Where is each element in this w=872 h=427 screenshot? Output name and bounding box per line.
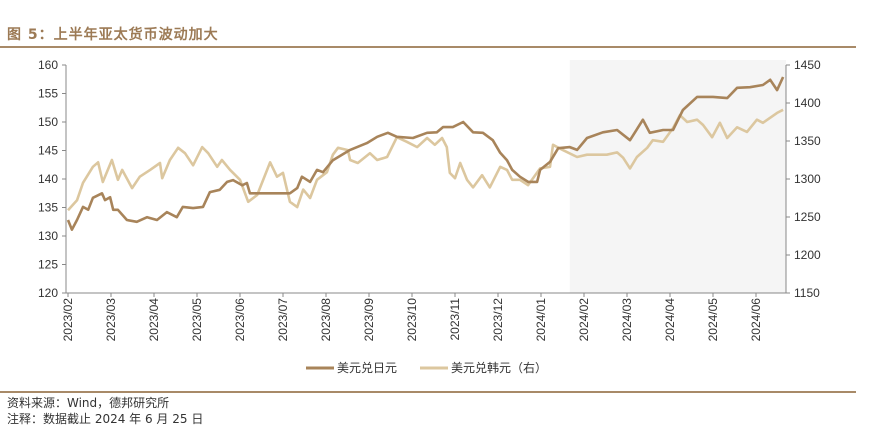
x-tick-label: 2023/06 [233,298,247,342]
right-tick-label: 1250 [794,210,821,224]
source-note: 资料来源：Wind，德邦研究所 [7,396,170,410]
highlight-region [569,60,786,293]
left-tick-label: 120 [38,286,58,300]
x-tick-label: 2023/03 [104,298,118,342]
exchange-rate-chart: 120 125 130 135 140 145 150 155 160 1150 1200 1250 1… [38,58,821,375]
left-tick-label: 130 [38,229,58,243]
x-tick-label: 2024/06 [749,298,763,342]
series-line-usdkrw [67,108,784,212]
x-tick-label: 2023/08 [319,298,333,342]
series-line-usdjpy [66,76,785,231]
x-tick-label: 2023/05 [190,298,204,342]
right-tick-label: 1400 [794,96,821,110]
x-tick-label: 2023/02 [61,298,75,342]
right-tick-label: 1450 [794,58,821,72]
left-tick-label: 145 [38,144,58,158]
left-tick-label: 160 [38,58,58,72]
left-tick-label: 150 [38,115,58,129]
x-tick-label: 2023/09 [362,298,376,342]
legend-label: 美元兑日元 [337,361,397,375]
x-tick-label: 2023/04 [147,298,161,342]
title-divider [0,46,856,48]
x-tick-label: 2024/05 [706,298,720,342]
x-tick-label: 2023/10 [405,298,419,342]
x-tick-label: 2024/01 [534,298,548,342]
left-tick-label: 125 [38,258,58,272]
x-tick-label: 2023/12 [491,298,505,342]
left-tick-label: 140 [38,172,58,186]
right-tick-label: 1300 [794,172,821,186]
x-tick-label: 2023/07 [276,298,290,342]
x-tick-label: 2024/04 [663,298,677,342]
left-tick-label: 135 [38,201,58,215]
left-tick-label: 155 [38,87,58,101]
right-tick-label: 1200 [794,248,821,262]
figure-title: 图 5：上半年亚太货币波动加大 [7,27,219,43]
x-tick-label: 2024/02 [577,298,591,342]
right-tick-label: 1350 [794,134,821,148]
x-tick-label: 2023/11 [448,298,462,341]
footer-divider [0,391,856,393]
data-cutoff-note: 注释：数据截止 2024 年 6 月 25 日 [7,412,204,426]
legend-label: 美元兑韩元（右） [451,360,547,375]
right-tick-label: 1150 [794,286,820,300]
x-tick-label: 2024/03 [620,298,634,342]
